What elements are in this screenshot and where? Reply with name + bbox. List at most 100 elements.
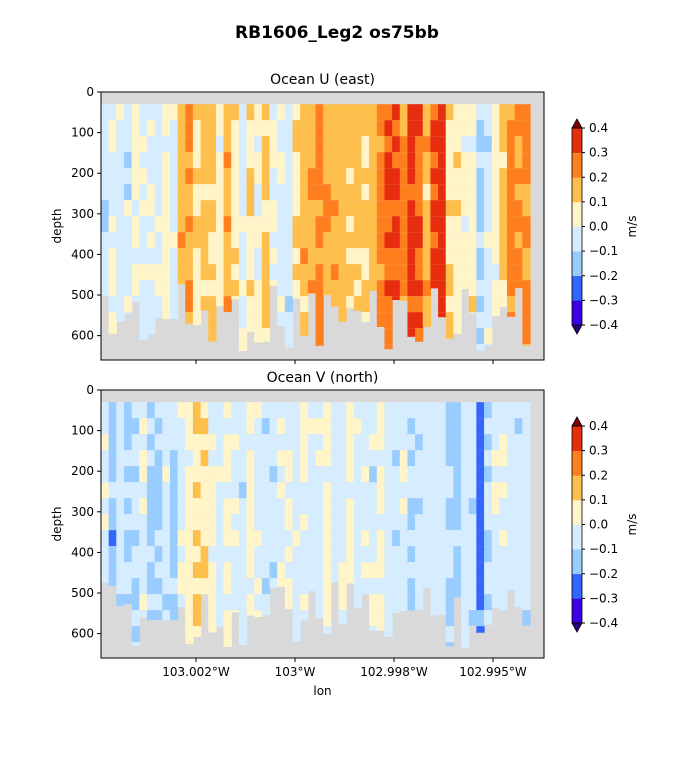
contour-cell	[507, 466, 516, 483]
contour-cell	[300, 232, 309, 249]
contour-cell	[384, 248, 393, 265]
contour-cell	[307, 450, 317, 467]
contour-cell	[484, 482, 493, 499]
contour-cell	[353, 136, 363, 153]
contour-cell	[353, 280, 363, 297]
contour-cell	[430, 562, 439, 579]
contour-cell	[453, 168, 462, 185]
contour-cell	[491, 578, 500, 595]
contour-cell	[139, 610, 148, 618]
contour-cell	[208, 248, 217, 265]
contour-cell	[215, 168, 225, 185]
contour-cell	[238, 280, 248, 297]
contour-cell	[284, 482, 294, 499]
contour-cell	[514, 184, 523, 201]
contour-cell	[369, 530, 378, 547]
x-axis-label: lon	[313, 684, 331, 698]
contour-cell	[369, 594, 378, 611]
contour-cell	[185, 248, 194, 265]
contour-cell	[215, 152, 225, 169]
contour-cell	[200, 232, 209, 249]
contour-cell	[139, 296, 148, 313]
contour-cell	[407, 402, 416, 419]
contour-cell	[154, 296, 163, 313]
contour-cell	[246, 296, 255, 313]
contour-cell	[269, 248, 278, 265]
contour-cell	[453, 328, 462, 334]
y-tick-label: 600	[71, 329, 94, 343]
contour-cell	[430, 482, 439, 499]
contour-cell	[514, 498, 523, 515]
contour-cell	[284, 200, 294, 217]
contour-cell	[461, 514, 470, 531]
contour-cell	[261, 216, 271, 233]
contour-cell	[438, 264, 447, 281]
contour-cell	[315, 546, 324, 563]
contour-cell	[384, 546, 393, 563]
contour-cell	[499, 104, 508, 121]
contour-cell	[323, 136, 332, 153]
contour-cell	[499, 594, 508, 611]
contour-cell	[169, 264, 179, 281]
contour-cell	[346, 434, 355, 451]
contour-cell	[139, 104, 148, 121]
contour-cell	[476, 466, 485, 483]
contour-cell	[208, 296, 217, 313]
contour-cell	[445, 152, 454, 169]
contour-cell	[246, 264, 255, 281]
contour-cell	[116, 562, 125, 579]
contour-cell	[353, 482, 363, 499]
contour-cell	[514, 450, 523, 467]
contour-cell	[131, 184, 140, 201]
contour-cell	[323, 578, 332, 595]
contour-cell	[292, 152, 301, 169]
contour-cell	[445, 498, 454, 515]
contour-cell	[238, 312, 248, 329]
contour-cell	[468, 296, 477, 313]
contour-cell	[215, 280, 225, 297]
contour-cell	[507, 168, 516, 185]
contour-cell	[300, 248, 309, 265]
contour-cell	[338, 296, 347, 313]
contour-cell	[177, 594, 186, 607]
contour-cell	[330, 530, 340, 547]
colorbar-segment	[572, 524, 582, 550]
contour-cell	[522, 264, 531, 281]
contour-cell	[108, 120, 117, 137]
contour-cell	[445, 328, 454, 339]
contour-cell	[254, 200, 263, 217]
contour-cell	[330, 562, 340, 579]
colorbar-tick-label: −0.1	[589, 244, 618, 258]
contour-cell	[146, 184, 156, 201]
contour-cell	[392, 418, 401, 435]
contour-cell	[438, 402, 447, 419]
contour-cell	[223, 104, 232, 121]
contour-cell	[399, 498, 409, 515]
contour-cell	[484, 216, 493, 233]
contour-cell	[361, 418, 370, 435]
contour-cell	[307, 546, 317, 563]
contour-cell	[292, 594, 301, 611]
contour-cell	[246, 402, 255, 419]
contour-cell	[123, 418, 133, 435]
contour-cell	[284, 450, 294, 467]
contour-cell	[292, 248, 301, 265]
contour-cell	[438, 120, 447, 137]
contour-cell	[476, 482, 485, 499]
contour-cell	[108, 216, 117, 233]
contour-cell	[438, 498, 447, 515]
contour-cell	[338, 482, 347, 499]
contour-cell	[292, 136, 301, 153]
contour-cell	[484, 120, 493, 137]
contour-cell	[461, 248, 470, 265]
contour-cell	[392, 530, 401, 547]
contour-cell	[376, 152, 386, 169]
contour-cell	[369, 562, 378, 579]
contour-cell	[384, 402, 393, 419]
contour-cell	[369, 248, 378, 265]
contour-cell	[507, 120, 516, 137]
contour-cell	[139, 264, 148, 281]
panel-title: Ocean V (north)	[267, 370, 379, 386]
contour-cell	[146, 562, 156, 579]
contour-cell	[392, 120, 401, 137]
